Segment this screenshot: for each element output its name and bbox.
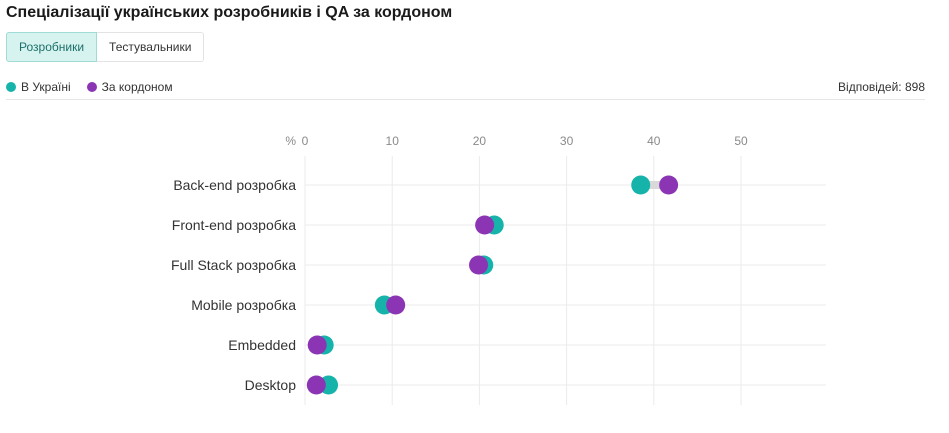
x-tick-label: 30 bbox=[560, 134, 574, 148]
responses-count: Відповідей: 898 bbox=[838, 80, 925, 94]
abroad-point[interactable] bbox=[475, 215, 495, 235]
category-label: Back-end розробка bbox=[173, 177, 296, 193]
legend-abroad-label: За кордоном bbox=[101, 80, 173, 94]
x-axis-unit-label: % bbox=[285, 134, 296, 148]
tab-testers[interactable]: Тестувальники bbox=[97, 32, 205, 62]
legend-abroad-dot-icon bbox=[86, 82, 97, 92]
category-label: Desktop bbox=[245, 377, 297, 393]
category-label: Mobile розробка bbox=[191, 297, 296, 313]
category-label: Full Stack розробка bbox=[171, 257, 296, 273]
abroad-point[interactable] bbox=[386, 295, 406, 315]
category-label: Embedded bbox=[228, 337, 296, 353]
header-divider bbox=[6, 99, 925, 100]
x-tick-label: 20 bbox=[473, 134, 487, 148]
x-tick-label: 0 bbox=[302, 134, 309, 148]
tab-group: Розробники Тестувальники bbox=[6, 32, 205, 62]
legend-ukraine-dot-icon bbox=[6, 82, 16, 92]
ukraine-point[interactable] bbox=[631, 175, 651, 195]
x-tick-label: 50 bbox=[734, 134, 748, 148]
legend: В Україні За кордоном bbox=[6, 80, 189, 94]
x-tick-label: 40 bbox=[647, 134, 661, 148]
abroad-point[interactable] bbox=[659, 175, 679, 195]
chart-title: Спеціалізації українських розробників і … bbox=[6, 4, 453, 21]
abroad-point[interactable] bbox=[469, 255, 489, 275]
abroad-point[interactable] bbox=[306, 375, 326, 395]
category-label: Front-end розробка bbox=[172, 217, 296, 233]
tab-developers[interactable]: Розробники bbox=[6, 32, 98, 62]
legend-ukraine-label: В Україні bbox=[21, 80, 71, 94]
legend-item-abroad[interactable]: За кордоном bbox=[86, 80, 173, 94]
x-tick-label: 10 bbox=[386, 134, 400, 148]
legend-item-ukraine[interactable]: В Україні bbox=[6, 80, 71, 94]
abroad-point[interactable] bbox=[307, 335, 327, 355]
